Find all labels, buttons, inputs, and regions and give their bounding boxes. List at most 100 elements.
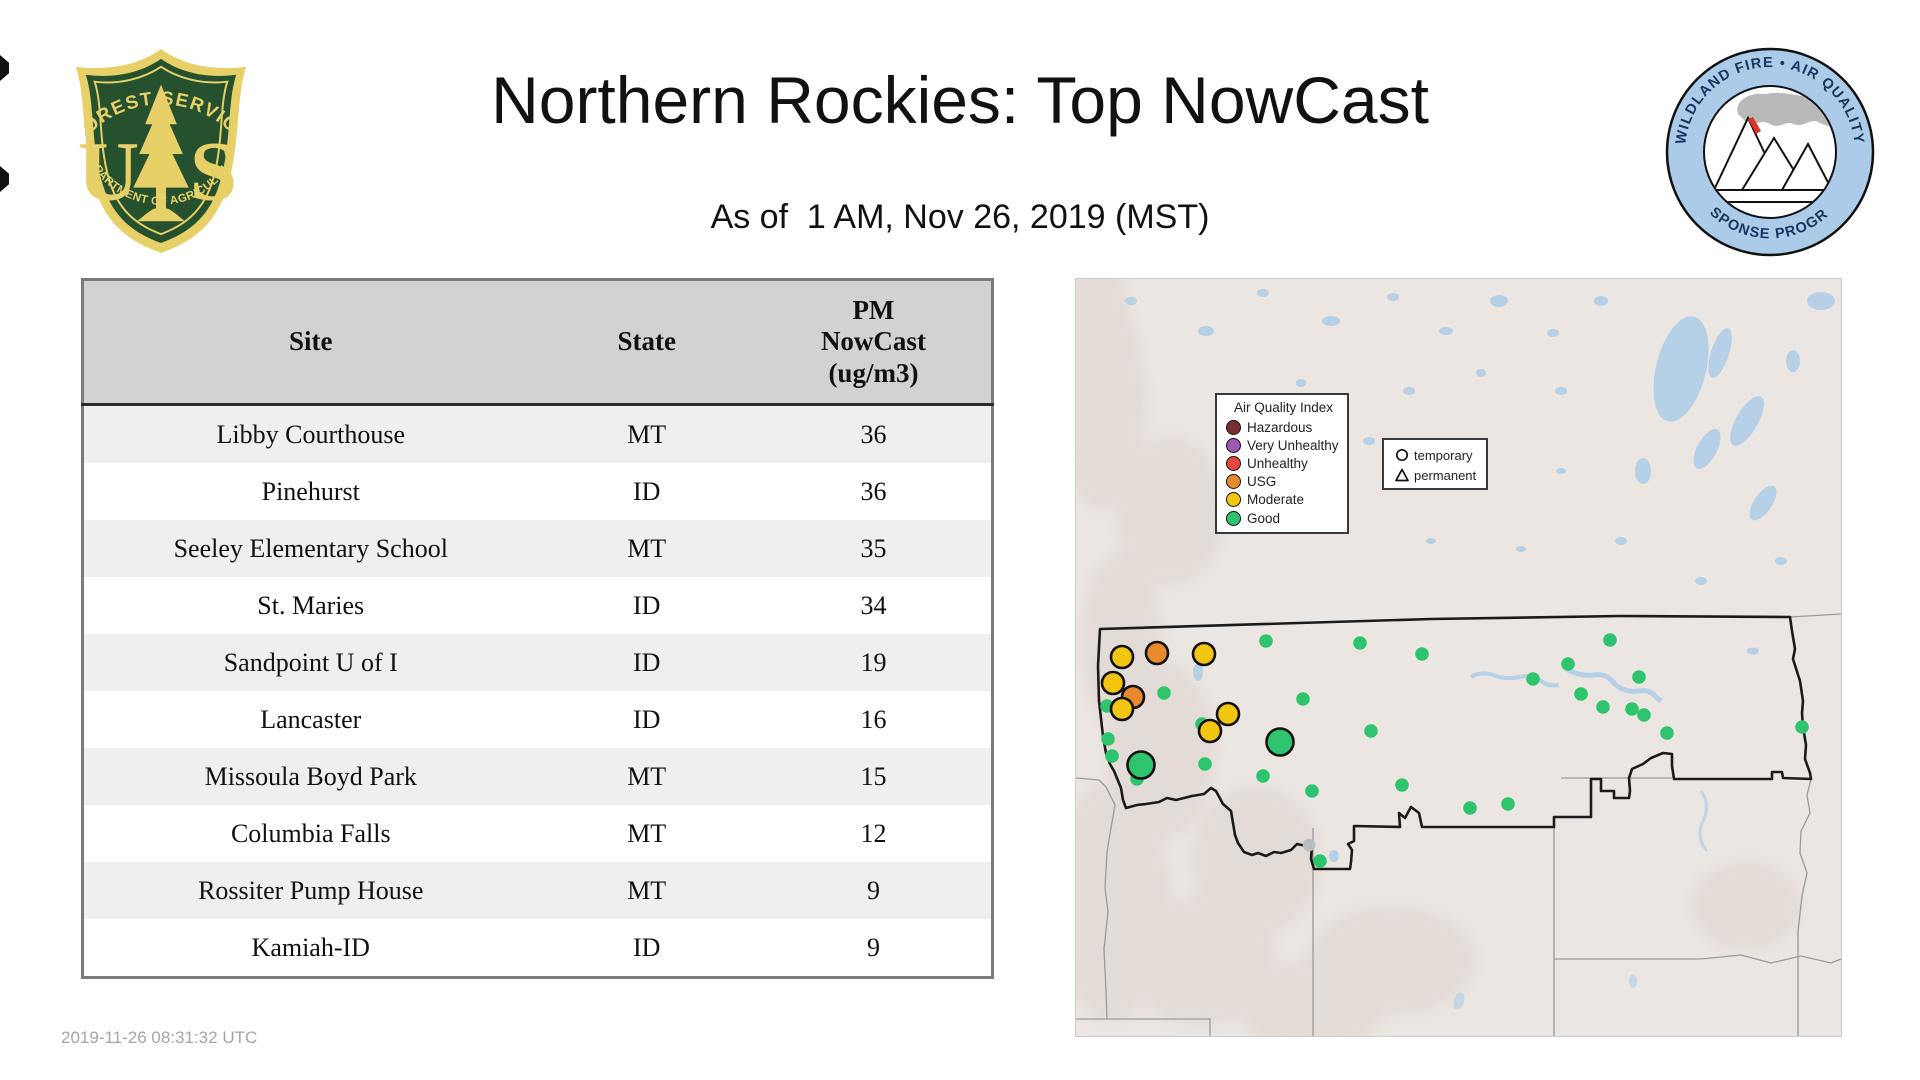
site-cell: St. Maries — [82, 577, 538, 634]
table-header-row: Site State PM NowCast (ug/m3) — [82, 279, 993, 406]
value-cell: 19 — [755, 634, 993, 691]
state-cell: MT — [537, 404, 756, 463]
col-header-state: State — [537, 279, 756, 406]
monitor-dot-good — [1157, 686, 1171, 700]
monitor-marker — [1126, 750, 1156, 780]
aqi-legend: Air Quality Index Hazardous Very Unhealth… — [1215, 393, 1349, 534]
table-row: Rossiter Pump House MT 9 — [82, 862, 993, 919]
monitor-marker — [1100, 670, 1126, 696]
monitor-dots-large — [1100, 640, 1295, 780]
monitor-dot-good — [1561, 657, 1575, 671]
monitor-dot-good — [1596, 700, 1610, 714]
footer-timestamp: 2019-11-26 08:31:32 UTC — [61, 1028, 258, 1047]
aqi-color-dot-icon — [1226, 455, 1241, 471]
monitor-dot-good — [1526, 672, 1540, 686]
aqi-legend-label: Unhealthy — [1247, 455, 1308, 471]
monitor-marker — [1144, 640, 1170, 666]
site-cell: Missoula Boyd Park — [82, 748, 538, 805]
value-cell: 9 — [755, 862, 993, 919]
monitor-dot-nodata — [1302, 838, 1316, 852]
monitor-dot-good — [1795, 720, 1809, 734]
region-boundary — [1096, 614, 1813, 871]
monitor-dot-good — [1198, 757, 1212, 771]
legend-item-temporary: temporary — [1394, 445, 1486, 465]
site-cell: Columbia Falls — [82, 805, 538, 862]
table-row: Sandpoint U of I ID 19 — [82, 634, 993, 691]
table-row: Pinehurst ID 36 — [82, 463, 993, 520]
aqi-legend-item: Unhealthy — [1226, 454, 1347, 472]
monitor-dot-good — [1501, 797, 1515, 811]
legend-item-permanent: permanent — [1394, 465, 1486, 485]
flame-icon — [1748, 117, 1761, 134]
value-cell: 34 — [755, 577, 993, 634]
site-cell: Pinehurst — [82, 463, 538, 520]
site-cell: Rossiter Pump House — [82, 862, 538, 919]
aqi-color-dot-icon — [1226, 437, 1241, 453]
page-subtitle: As of 1 AM, Nov 26, 2019 (MST) — [710, 198, 1210, 236]
state-cell: ID — [537, 691, 756, 748]
monitor-dot-good — [1364, 724, 1378, 738]
table-row: St. Maries ID 34 — [82, 577, 993, 634]
state-cell: ID — [537, 577, 756, 634]
monitor-dot-good — [1463, 801, 1477, 815]
site-cell: Lancaster — [82, 691, 538, 748]
monitor-dot-good — [1574, 687, 1588, 701]
map-lakes — [1125, 289, 1835, 1010]
aqi-legend-label: USG — [1247, 474, 1277, 490]
monitor-marker — [1215, 701, 1241, 727]
table-row: Libby Courthouse MT 36 — [82, 404, 993, 463]
monitor-dot-good — [1395, 778, 1409, 792]
site-cell: Libby Courthouse — [82, 404, 538, 463]
aqi-color-dot-icon — [1226, 419, 1241, 435]
monitor-dot-good — [1313, 854, 1327, 868]
monitor-dot-good — [1415, 647, 1429, 661]
table-body: Libby Courthouse MT 36 Pinehurst ID 36 Seeley … — [82, 404, 993, 978]
monitor-dot-good — [1305, 784, 1319, 798]
site-cell: Seeley Elementary School — [82, 520, 538, 577]
legend-label: temporary — [1414, 447, 1473, 463]
monitor-dot-good — [1632, 670, 1646, 684]
state-cell: MT — [537, 748, 756, 805]
aqi-legend-item: Very Unhealthy — [1226, 436, 1347, 454]
state-cell: MT — [537, 862, 756, 919]
monitor-dot-good — [1105, 749, 1119, 763]
monitor-dot-good — [1259, 634, 1273, 648]
wfaqrp-logo: WILDLAND FIRE • AIR QUALITY RESPONSE PRO… — [1665, 47, 1875, 257]
aqi-legend-label: Very Unhealthy — [1247, 437, 1339, 453]
legend-label: permanent — [1414, 467, 1477, 483]
monitor-type-legend: temporary permanent — [1382, 438, 1488, 490]
monitor-dot-good — [1256, 769, 1270, 783]
monitor-dot-good — [1101, 732, 1115, 746]
forest-service-logo: FOREST SERVICE DEPARTMENT OF AGRICULTURE… — [62, 38, 247, 253]
aqi-legend-item: Good — [1226, 509, 1347, 527]
value-cell: 36 — [755, 463, 993, 520]
aqi-legend-label: Moderate — [1247, 492, 1305, 508]
state-cell: ID — [537, 463, 756, 520]
aqi-legend-items: Hazardous Very Unhealthy Unhealthy USG Moder… — [1226, 418, 1347, 527]
aqi-legend-label: Hazardous — [1247, 419, 1313, 435]
monitor-dot-good — [1603, 633, 1617, 647]
table-row: Seeley Elementary School MT 35 — [82, 520, 993, 577]
value-cell: 15 — [755, 748, 993, 805]
edge-artifact — [0, 166, 9, 192]
shield-pinstripe — [93, 65, 229, 236]
state-cell: ID — [537, 634, 756, 691]
monitor-dot-good — [1296, 692, 1310, 706]
aqi-legend-item: Moderate — [1226, 491, 1347, 509]
map-relief — [1076, 279, 1801, 1036]
monitor-marker — [1109, 644, 1135, 670]
fs-monogram-u: U — [78, 124, 139, 218]
temporary-circle-icon — [1395, 448, 1409, 462]
monitor-marker — [1109, 696, 1135, 722]
permanent-triangle-icon — [1395, 468, 1409, 482]
value-cell: 35 — [755, 520, 993, 577]
value-cell: 36 — [755, 404, 993, 463]
nowcast-table: Site State PM NowCast (ug/m3) Libby Cour… — [81, 278, 994, 979]
site-cell: Kamiah-ID — [82, 919, 538, 978]
col-header-site: Site — [82, 279, 538, 406]
table-row: Kamiah-ID ID 9 — [82, 919, 993, 978]
aqi-color-dot-icon — [1226, 474, 1241, 490]
value-cell: 12 — [755, 805, 993, 862]
monitor-marker — [1265, 727, 1295, 757]
table-row: Lancaster ID 16 — [82, 691, 993, 748]
